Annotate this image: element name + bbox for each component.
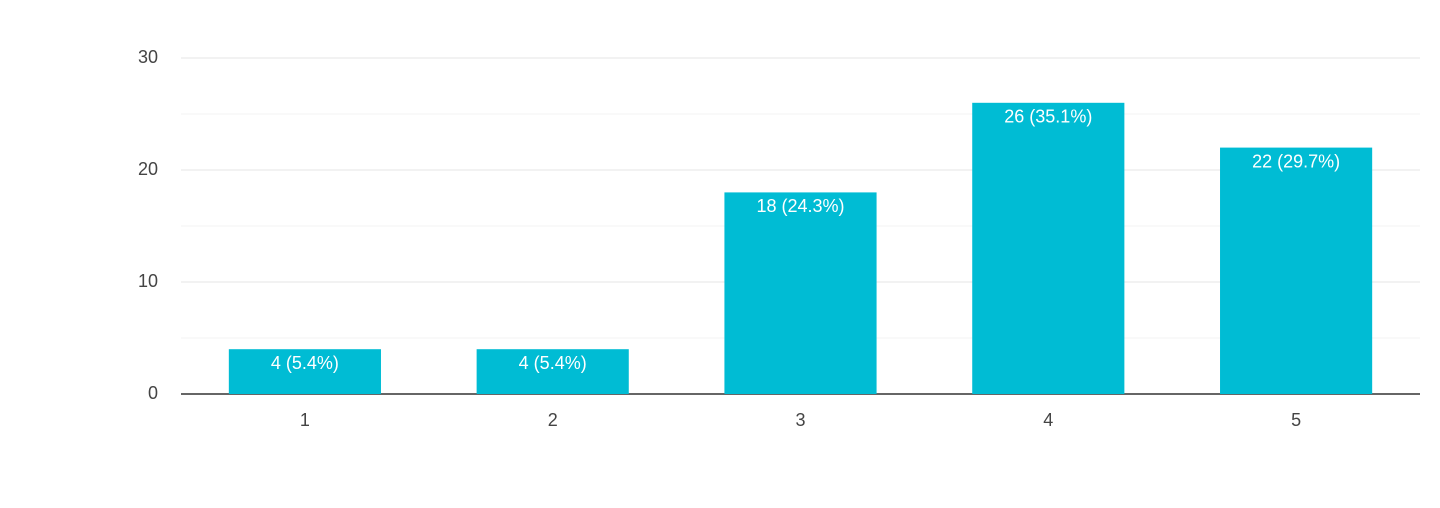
x-tick-label: 1: [300, 410, 310, 430]
x-tick-label: 4: [1043, 410, 1053, 430]
x-tick-label: 3: [795, 410, 805, 430]
y-tick-label: 0: [148, 383, 158, 403]
y-tick-label: 20: [138, 159, 158, 179]
x-tick-label: 5: [1291, 410, 1301, 430]
x-tick-label: 2: [548, 410, 558, 430]
bar: [1220, 147, 1373, 394]
data-label: 22 (29.7%): [1252, 151, 1340, 171]
y-tick-label: 30: [138, 47, 158, 67]
bar: [476, 349, 629, 394]
data-label: 18 (24.3%): [756, 196, 844, 216]
bar: [724, 192, 877, 394]
data-label: 4 (5.4%): [519, 353, 587, 373]
data-label: 4 (5.4%): [271, 353, 339, 373]
y-tick-label: 10: [138, 271, 158, 291]
bar: [972, 102, 1125, 395]
data-label: 26 (35.1%): [1004, 107, 1092, 127]
bar: [228, 349, 381, 394]
